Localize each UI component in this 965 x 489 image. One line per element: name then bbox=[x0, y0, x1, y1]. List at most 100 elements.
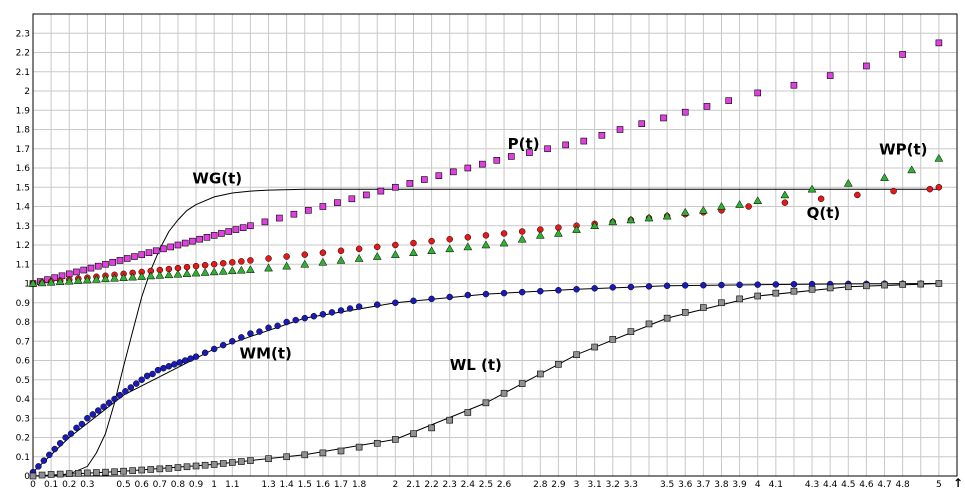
data-point bbox=[772, 281, 780, 288]
data-point bbox=[210, 345, 218, 353]
data-point bbox=[790, 287, 798, 295]
data-point bbox=[754, 89, 762, 97]
series-label: WL (t) bbox=[450, 356, 502, 374]
data-point bbox=[544, 145, 551, 153]
data-point bbox=[181, 357, 189, 364]
data-point bbox=[662, 211, 672, 220]
x-tick-label: 3.3 bbox=[624, 480, 638, 489]
x-tick-label: 2.4 bbox=[461, 480, 476, 489]
data-point bbox=[638, 120, 646, 128]
data-point bbox=[219, 460, 227, 467]
data-point bbox=[46, 277, 56, 286]
data-point bbox=[196, 235, 203, 243]
data-point bbox=[173, 269, 183, 278]
data-point bbox=[51, 445, 58, 453]
y-tick-label: 0 bbox=[24, 472, 30, 482]
y-tick-label: 0.7 bbox=[16, 337, 30, 347]
data-point bbox=[191, 268, 201, 277]
data-point bbox=[934, 153, 944, 162]
x-tick-label: 4.3 bbox=[805, 480, 819, 489]
data-point bbox=[826, 284, 834, 292]
x-tick-label: 1.4 bbox=[279, 480, 294, 489]
x-tick-label: 0.7 bbox=[153, 480, 167, 489]
data-point bbox=[318, 257, 328, 266]
data-point bbox=[645, 320, 653, 328]
data-point bbox=[264, 263, 273, 272]
data-point bbox=[301, 451, 309, 459]
data-point bbox=[93, 469, 100, 476]
data-point bbox=[228, 459, 236, 466]
grid bbox=[32, 13, 958, 477]
y-tick-label: 1.3 bbox=[16, 222, 30, 232]
x-tick-label: 1.3 bbox=[261, 480, 275, 489]
data-point bbox=[102, 260, 109, 268]
data-point bbox=[745, 203, 752, 210]
data-point bbox=[165, 464, 173, 472]
data-point bbox=[591, 343, 598, 351]
data-point bbox=[406, 180, 414, 187]
x-tick-label: 3.7 bbox=[696, 480, 710, 489]
data-point bbox=[518, 380, 526, 387]
data-point bbox=[67, 430, 75, 437]
y-tick-label: 2 bbox=[24, 87, 30, 97]
data-point bbox=[790, 81, 798, 89]
data-point bbox=[464, 291, 472, 299]
data-point bbox=[192, 262, 200, 270]
data-point bbox=[337, 447, 345, 455]
data-point bbox=[239, 224, 247, 231]
series-label: P(t) bbox=[508, 135, 540, 153]
data-point bbox=[717, 201, 726, 210]
data-point bbox=[410, 297, 417, 305]
data-point bbox=[808, 285, 816, 293]
data-point bbox=[482, 290, 490, 298]
data-point bbox=[355, 303, 363, 310]
data-point bbox=[736, 295, 743, 303]
data-point bbox=[700, 281, 707, 289]
data-point bbox=[817, 195, 825, 203]
data-point bbox=[247, 257, 254, 264]
y-tick-label: 1.6 bbox=[16, 164, 31, 174]
data-point bbox=[663, 314, 671, 322]
data-point bbox=[334, 199, 341, 206]
data-point bbox=[392, 183, 399, 191]
plot-frame bbox=[32, 13, 958, 477]
data-point bbox=[890, 187, 897, 195]
x-axis-arrow-icon: ↑ bbox=[953, 476, 963, 489]
data-point bbox=[283, 453, 290, 461]
data-point bbox=[192, 462, 200, 470]
x-tick-label: 1.8 bbox=[352, 480, 367, 489]
data-point bbox=[225, 228, 232, 235]
x-tick-label: 5 bbox=[936, 480, 942, 489]
x-tick-label: 2.2 bbox=[424, 480, 438, 489]
data-point bbox=[210, 261, 218, 268]
data-point bbox=[899, 281, 906, 288]
data-point bbox=[500, 389, 508, 397]
data-point bbox=[881, 281, 888, 289]
data-point bbox=[301, 251, 309, 258]
data-point bbox=[355, 245, 363, 253]
data-point bbox=[319, 249, 327, 256]
data-point bbox=[133, 380, 140, 387]
data-point bbox=[181, 239, 189, 247]
data-point bbox=[355, 443, 363, 451]
data-point bbox=[645, 283, 653, 290]
y-tick-label: 1.5 bbox=[16, 183, 30, 193]
y-tick-label: 0.4 bbox=[16, 395, 31, 405]
data-point bbox=[680, 207, 690, 216]
x-tick-label: 0.8 bbox=[171, 480, 186, 489]
x-tick-label: 0.2 bbox=[62, 480, 76, 489]
data-point bbox=[189, 237, 196, 245]
data-point bbox=[229, 338, 236, 345]
y-tick-label: 1 bbox=[24, 280, 30, 290]
data-point bbox=[843, 178, 853, 187]
data-point bbox=[464, 234, 472, 241]
data-point bbox=[499, 238, 509, 247]
data-point bbox=[229, 259, 236, 266]
data-point bbox=[609, 284, 617, 291]
data-point bbox=[481, 240, 491, 249]
series-label: WG(t) bbox=[192, 169, 242, 187]
data-point bbox=[590, 221, 600, 229]
data-point bbox=[131, 253, 138, 260]
data-point bbox=[238, 334, 245, 341]
